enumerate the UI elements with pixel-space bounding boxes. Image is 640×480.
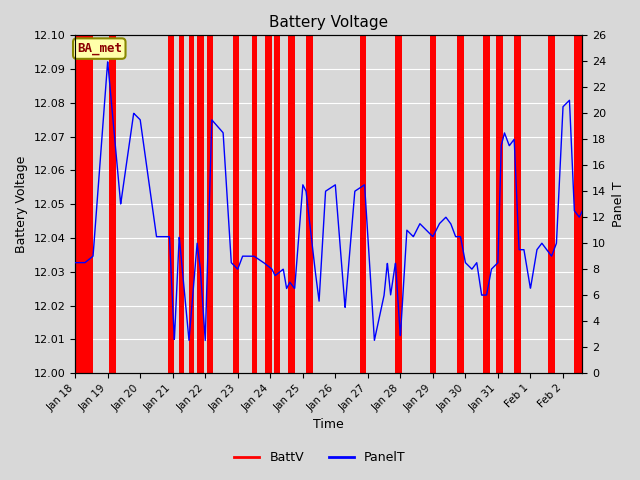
Bar — [189, 36, 194, 373]
Bar — [548, 36, 555, 373]
Legend: BattV, PanelT: BattV, PanelT — [229, 446, 411, 469]
Bar — [266, 36, 272, 373]
Bar — [207, 36, 213, 373]
Bar — [273, 36, 280, 373]
Bar — [109, 36, 116, 373]
Bar — [252, 36, 257, 373]
Bar — [233, 36, 239, 373]
Text: BA_met: BA_met — [77, 42, 122, 55]
Bar — [514, 36, 521, 373]
Y-axis label: Panel T: Panel T — [612, 181, 625, 227]
X-axis label: Time: Time — [314, 419, 344, 432]
Bar — [288, 36, 294, 373]
Bar — [75, 36, 93, 373]
Title: Battery Voltage: Battery Voltage — [269, 15, 388, 30]
Bar — [483, 36, 490, 373]
Bar — [197, 36, 204, 373]
Bar — [496, 36, 503, 373]
Bar — [396, 36, 402, 373]
Bar — [360, 36, 366, 373]
Bar — [574, 36, 582, 373]
Y-axis label: Battery Voltage: Battery Voltage — [15, 156, 28, 253]
Bar — [179, 36, 184, 373]
Bar — [429, 36, 436, 373]
Bar — [306, 36, 312, 373]
Bar — [457, 36, 464, 373]
Bar — [168, 36, 174, 373]
